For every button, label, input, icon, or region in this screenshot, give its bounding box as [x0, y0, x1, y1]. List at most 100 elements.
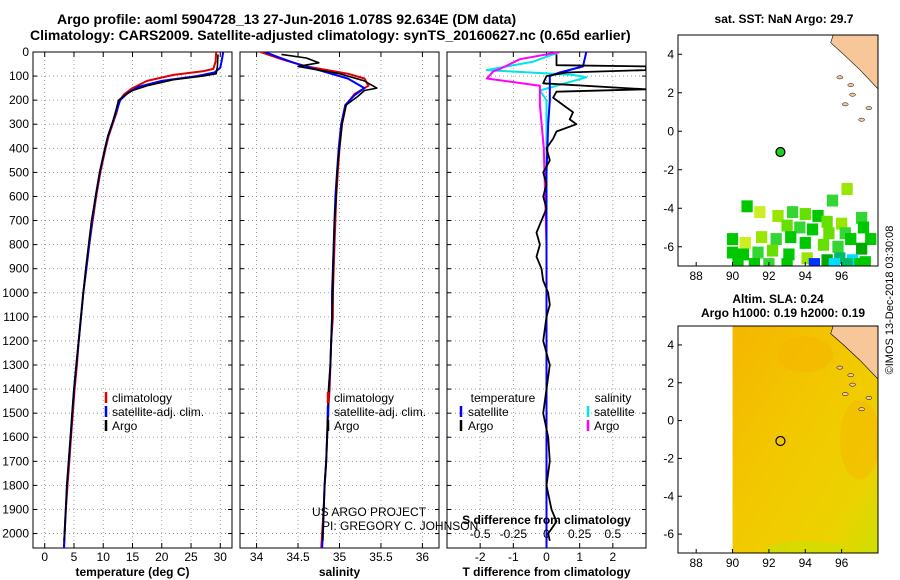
sst-cell: [741, 200, 753, 213]
y-tick-label: 1200: [2, 334, 29, 348]
sst-cell: [821, 215, 833, 228]
legend-label: Argo: [334, 419, 360, 433]
sst-cell: [772, 209, 784, 222]
sst-cell: [783, 248, 795, 261]
sst-cell: [828, 258, 840, 266]
sst-cell: [821, 254, 833, 266]
y-tick-label: 1800: [2, 478, 29, 492]
y-tick-label: 4: [667, 47, 674, 61]
sst-cell: [845, 233, 857, 246]
map-frame: [677, 325, 879, 554]
sst-cell: [781, 258, 793, 266]
sst-map-panel: 88 90 92 94 96 -6 -4 -2 0 2 4 sat. SST: NaN Argo: 2…: [663, 12, 879, 283]
argo-position-marker: [775, 435, 786, 447]
series-satellite-adj-clim-: [63, 52, 225, 548]
sst-cell: [806, 223, 819, 236]
y-tick-label: 1600: [2, 430, 29, 444]
sst-cell: [801, 252, 813, 265]
legend-label: climatology: [334, 391, 394, 405]
sst-cell: [799, 208, 811, 220]
x-tick-label: 25: [184, 550, 198, 564]
sst-cell: [752, 246, 764, 259]
y-tick-label: 0: [22, 45, 29, 59]
y-tick-label: 2000: [2, 527, 29, 541]
y-tick-label: -4: [663, 489, 674, 503]
sst-cell: [836, 217, 848, 230]
y-tick-label: 1400: [2, 382, 29, 396]
x-tick-label: 96: [835, 556, 849, 570]
island: [858, 407, 865, 412]
x-tick-label: 34.5: [286, 550, 310, 564]
y-tick-label: 4: [667, 338, 674, 352]
timestamp-stamp: ©IMOS 13-Dec-2018 03:30:08: [884, 226, 896, 375]
y-tick-label: 100: [9, 69, 29, 83]
top-x-tick-label: 0.5: [604, 527, 621, 541]
x-tick-label: 34: [250, 550, 264, 564]
x-tick-label: 1: [576, 550, 583, 564]
y-tick-label: 700: [9, 214, 29, 228]
sla-patch: [839, 399, 878, 480]
y-tick-label: 900: [9, 262, 29, 276]
map-title: sat. SST: NaN Argo: 29.7: [715, 12, 854, 26]
y-tick-label: 1300: [2, 358, 29, 372]
x-tick-label: 10: [97, 550, 111, 564]
sst-cell: [856, 211, 868, 224]
y-tick-label: 800: [9, 238, 29, 252]
x-tick-label: 0: [41, 550, 48, 564]
x-tick-label: 15: [126, 550, 140, 564]
island: [849, 92, 856, 97]
figure-title-line1: Argo profile: aoml 5904728_13 27-Jun-201…: [57, 11, 517, 27]
y-tick-label: 1700: [2, 454, 29, 468]
island: [842, 102, 849, 107]
island: [849, 382, 856, 387]
x-tick-label: 2: [609, 550, 616, 564]
sst-cell: [841, 183, 853, 195]
sst-cell: [794, 221, 806, 234]
series-t-satellite: [545, 52, 588, 548]
map-area: [726, 35, 878, 266]
x-tick-label: 94: [799, 556, 813, 570]
legend-label: Argo: [594, 419, 620, 433]
temperature-panel: 0 5 10 15 20 25 30 temperature (deg C) 0 100 200 30…: [2, 45, 233, 579]
legend-label: satellite: [468, 405, 509, 419]
x-tick-label: 92: [762, 269, 776, 283]
y-tick-label: 400: [9, 141, 29, 155]
top-x-tick-label: -0.25: [500, 527, 528, 541]
series-t-argo: [535, 54, 646, 541]
sst-cell: [756, 231, 768, 244]
sst-cell: [786, 206, 799, 219]
series-climatology: [63, 52, 218, 548]
map-area: [732, 326, 878, 553]
legend-label: satellite-adj. clim.: [334, 405, 426, 419]
map-subtitle: Argo h1000: 0.19 h2000: 0.19: [701, 306, 865, 320]
sst-cell: [726, 233, 739, 246]
sst-cell: [748, 258, 760, 266]
island: [865, 106, 873, 111]
island: [847, 83, 854, 87]
sst-cell: [754, 206, 766, 219]
legend-label: satellite: [594, 405, 635, 419]
x-axis-label: temperature (deg C): [75, 565, 189, 579]
y-tick-label: 300: [9, 117, 29, 131]
series-argo: [281, 53, 378, 541]
series-climatology: [260, 52, 370, 548]
sst-cell: [739, 236, 751, 249]
sst-cell: [737, 248, 750, 261]
top-x-tick-label: -0.5: [470, 527, 491, 541]
y-tick-label: -2: [663, 451, 674, 465]
y-tick-label: 0: [667, 414, 674, 428]
x-axis-label: salinity: [319, 565, 361, 579]
x-tick-label: -1: [508, 550, 519, 564]
sst-cell: [799, 236, 811, 249]
sst-cell: [808, 258, 820, 266]
x-tick-label: 88: [690, 556, 704, 570]
sst-cell: [781, 219, 793, 232]
island: [847, 373, 854, 378]
y-tick-label: 1100: [3, 310, 29, 324]
sst-cell: [766, 244, 779, 257]
y-tick-label: 200: [9, 93, 29, 107]
sst-cell: [817, 238, 830, 251]
x-tick-label: 0: [543, 550, 550, 564]
sst-cell: [732, 258, 744, 266]
